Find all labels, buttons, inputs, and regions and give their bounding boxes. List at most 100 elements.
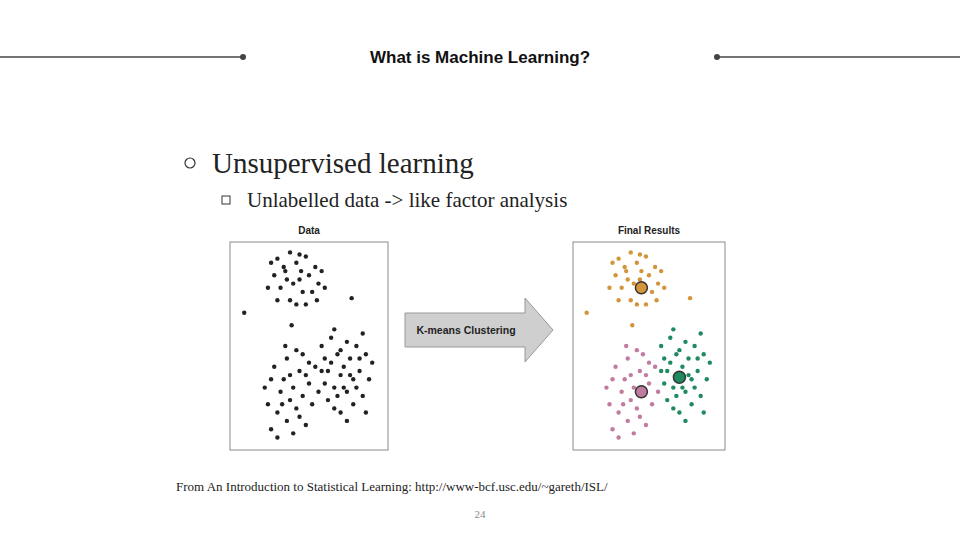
- slide: What is Machine Learning? Unsupervised le…: [0, 0, 960, 540]
- point: [622, 265, 626, 269]
- point: [607, 402, 611, 406]
- header-rule: [717, 56, 960, 58]
- point: [626, 419, 630, 423]
- point: [357, 369, 361, 373]
- point: [364, 410, 368, 414]
- point: [275, 298, 279, 302]
- point: [668, 335, 672, 339]
- point: [584, 311, 588, 315]
- page: {"slide": {"title": "What is Machine Lea…: [0, 0, 960, 540]
- bullet-text: Unsupervised learning: [212, 147, 474, 179]
- point: [242, 311, 246, 315]
- point: [668, 360, 672, 364]
- point: [610, 427, 614, 431]
- point: [656, 390, 660, 394]
- point: [269, 261, 273, 265]
- point: [349, 296, 353, 300]
- point: [300, 352, 304, 356]
- point: [638, 277, 642, 281]
- point: [323, 356, 327, 360]
- point: [629, 373, 633, 377]
- point: [338, 373, 342, 377]
- sub-bullet-text: Unlabelled data -> like factor analysis: [247, 188, 567, 212]
- point: [319, 369, 323, 373]
- point: [354, 385, 358, 389]
- marks: [584, 250, 712, 440]
- point: [323, 286, 327, 290]
- point: [288, 298, 292, 302]
- point: [332, 385, 336, 389]
- point: [629, 298, 633, 302]
- point: [272, 273, 276, 277]
- point: [304, 423, 308, 427]
- slide-title: What is Machine Learning?: [370, 48, 590, 67]
- point: [638, 369, 642, 373]
- point: [635, 302, 639, 306]
- header-dot: [240, 54, 246, 60]
- centroid: [635, 386, 647, 398]
- point: [616, 435, 620, 439]
- point: [304, 254, 308, 258]
- point: [332, 406, 336, 410]
- point: [674, 394, 678, 398]
- point: [671, 406, 675, 410]
- point: [695, 356, 699, 360]
- point: [626, 356, 630, 360]
- centroid: [635, 282, 647, 294]
- arrow-label: K-means Clustering: [416, 324, 515, 336]
- point: [671, 327, 675, 331]
- point: [269, 377, 273, 381]
- point: [313, 265, 317, 269]
- point: [289, 323, 293, 327]
- point: [326, 398, 330, 402]
- point: [629, 398, 633, 402]
- point: [702, 352, 706, 356]
- point: [635, 348, 639, 352]
- point: [659, 369, 663, 373]
- point: [641, 352, 645, 356]
- point: [263, 385, 267, 389]
- point: [619, 390, 623, 394]
- point: [689, 377, 693, 381]
- point: [671, 385, 675, 389]
- point: [698, 394, 702, 398]
- point: [662, 381, 666, 385]
- point: [299, 269, 303, 273]
- point: [280, 402, 284, 406]
- centroid: [673, 371, 685, 383]
- arrow: [405, 298, 553, 362]
- point: [638, 252, 642, 256]
- point: [316, 390, 320, 394]
- point: [294, 261, 298, 265]
- point: [647, 360, 651, 364]
- marks: [242, 250, 374, 440]
- point: [282, 265, 286, 269]
- point: [650, 290, 654, 294]
- point: [304, 373, 308, 377]
- point: [351, 377, 355, 381]
- point: [297, 369, 301, 373]
- point: [283, 344, 287, 348]
- point: [653, 365, 657, 369]
- point: [342, 385, 346, 389]
- point: [348, 373, 352, 377]
- point: [683, 340, 687, 344]
- point: [335, 394, 339, 398]
- point: [266, 402, 270, 406]
- point: [291, 431, 295, 435]
- point: [288, 398, 292, 402]
- point: [653, 265, 657, 269]
- point: [604, 385, 608, 389]
- point: [621, 402, 625, 406]
- chart-title: Final Results: [618, 225, 681, 236]
- point: [665, 369, 669, 373]
- point: [705, 377, 709, 381]
- point: [335, 352, 339, 356]
- point: [294, 302, 298, 306]
- point: [348, 356, 352, 360]
- point: [677, 348, 681, 352]
- point: [644, 302, 648, 306]
- point: [695, 369, 699, 373]
- chart-title: Data: [298, 225, 320, 236]
- point: [332, 327, 336, 331]
